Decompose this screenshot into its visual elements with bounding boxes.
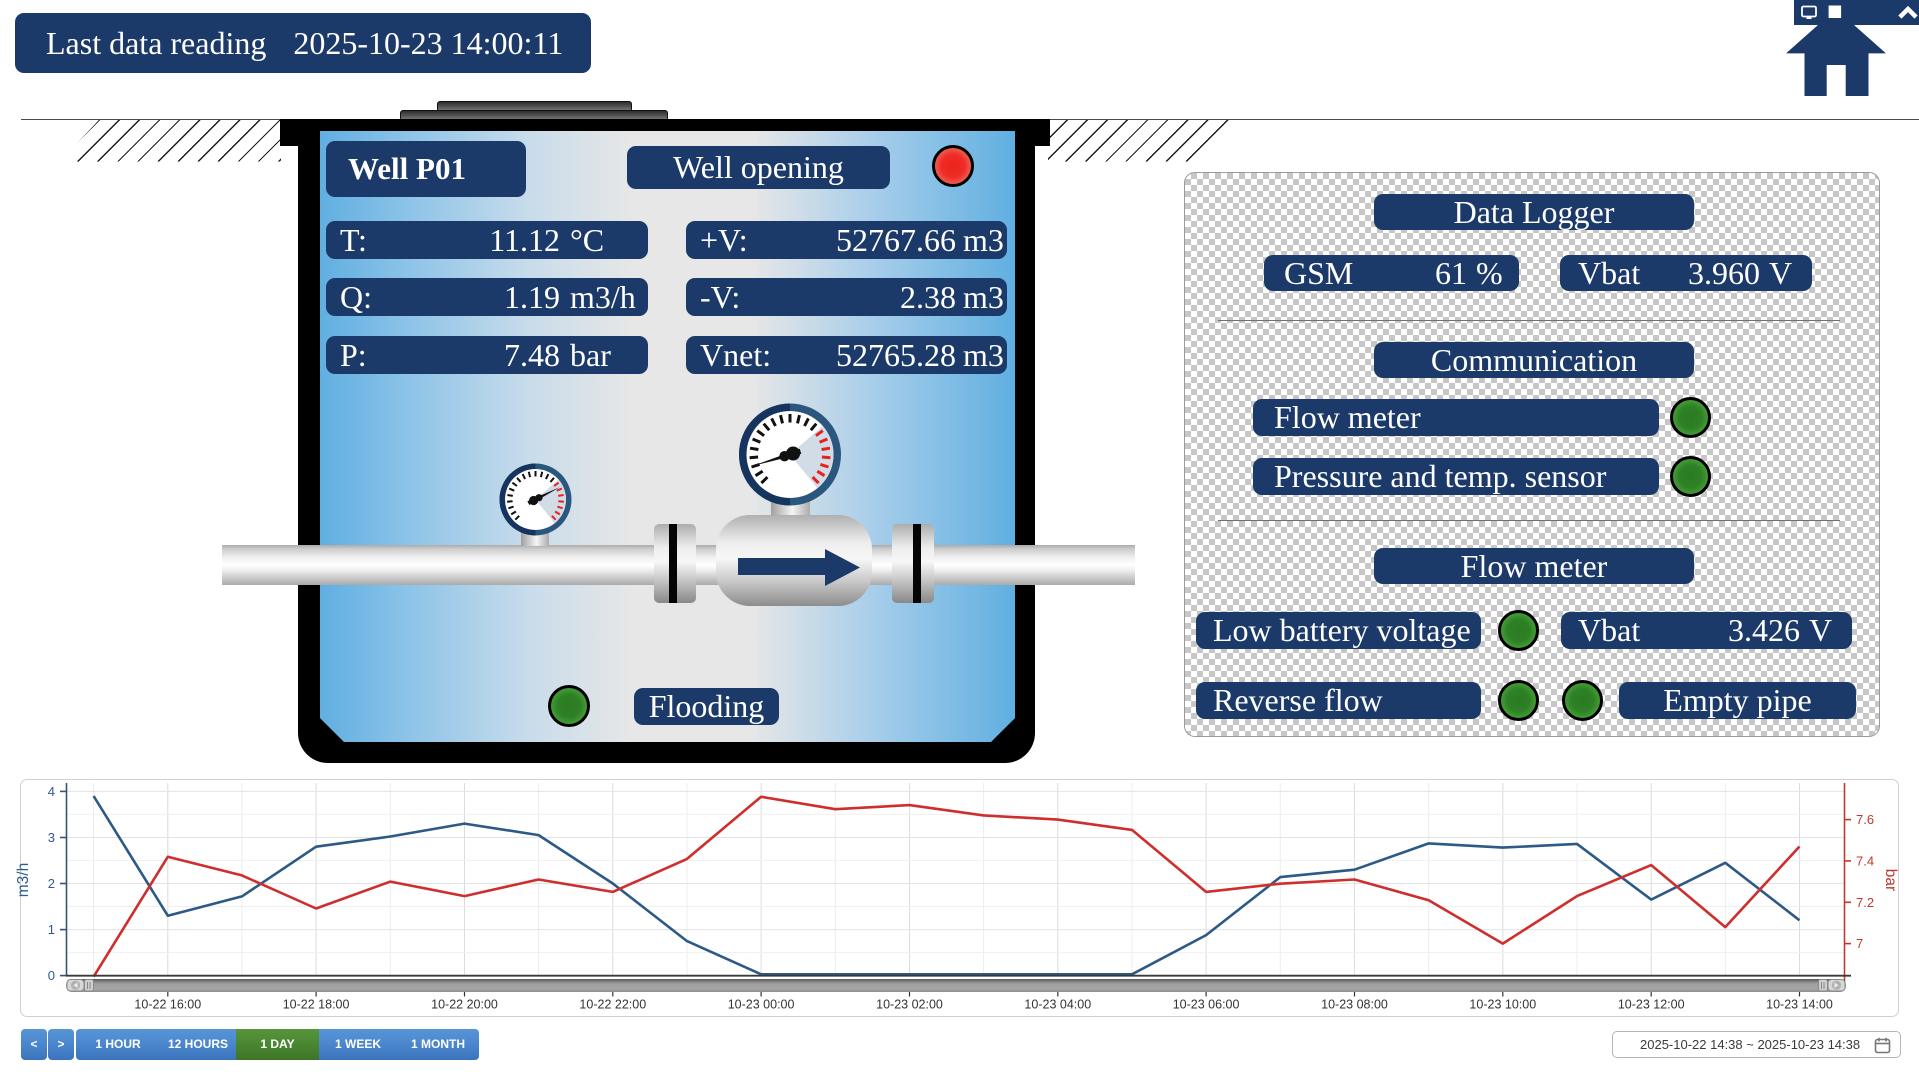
svg-text:10-22 16:00: 10-22 16:00: [134, 998, 201, 1012]
svg-text:10-23 04:00: 10-23 04:00: [1024, 998, 1091, 1012]
svg-text:3: 3: [48, 830, 55, 845]
svg-text:10-22 22:00: 10-22 22:00: [579, 998, 646, 1012]
svg-text:7.2: 7.2: [1856, 895, 1874, 910]
svg-text:4: 4: [48, 784, 55, 799]
svg-text:10-23 14:00: 10-23 14:00: [1766, 998, 1833, 1012]
svg-text:10-23 00:00: 10-23 00:00: [728, 998, 795, 1012]
svg-text:0: 0: [48, 968, 55, 983]
svg-text:10-23 08:00: 10-23 08:00: [1321, 998, 1388, 1012]
svg-text:10-23 10:00: 10-23 10:00: [1469, 998, 1536, 1012]
svg-text:7.4: 7.4: [1856, 853, 1874, 868]
svg-text:7: 7: [1856, 936, 1863, 951]
svg-text:10-23 06:00: 10-23 06:00: [1173, 998, 1240, 1012]
svg-text:10-22 18:00: 10-22 18:00: [283, 998, 350, 1012]
svg-text:10-22 20:00: 10-22 20:00: [431, 998, 498, 1012]
svg-text:7.6: 7.6: [1856, 812, 1874, 827]
svg-text:1: 1: [48, 922, 55, 937]
svg-text:2: 2: [48, 876, 55, 891]
svg-text:m3/h: m3/h: [15, 863, 32, 897]
svg-text:10-23 12:00: 10-23 12:00: [1618, 998, 1685, 1012]
svg-text:bar: bar: [1882, 869, 1899, 891]
svg-text:10-23 02:00: 10-23 02:00: [876, 998, 943, 1012]
